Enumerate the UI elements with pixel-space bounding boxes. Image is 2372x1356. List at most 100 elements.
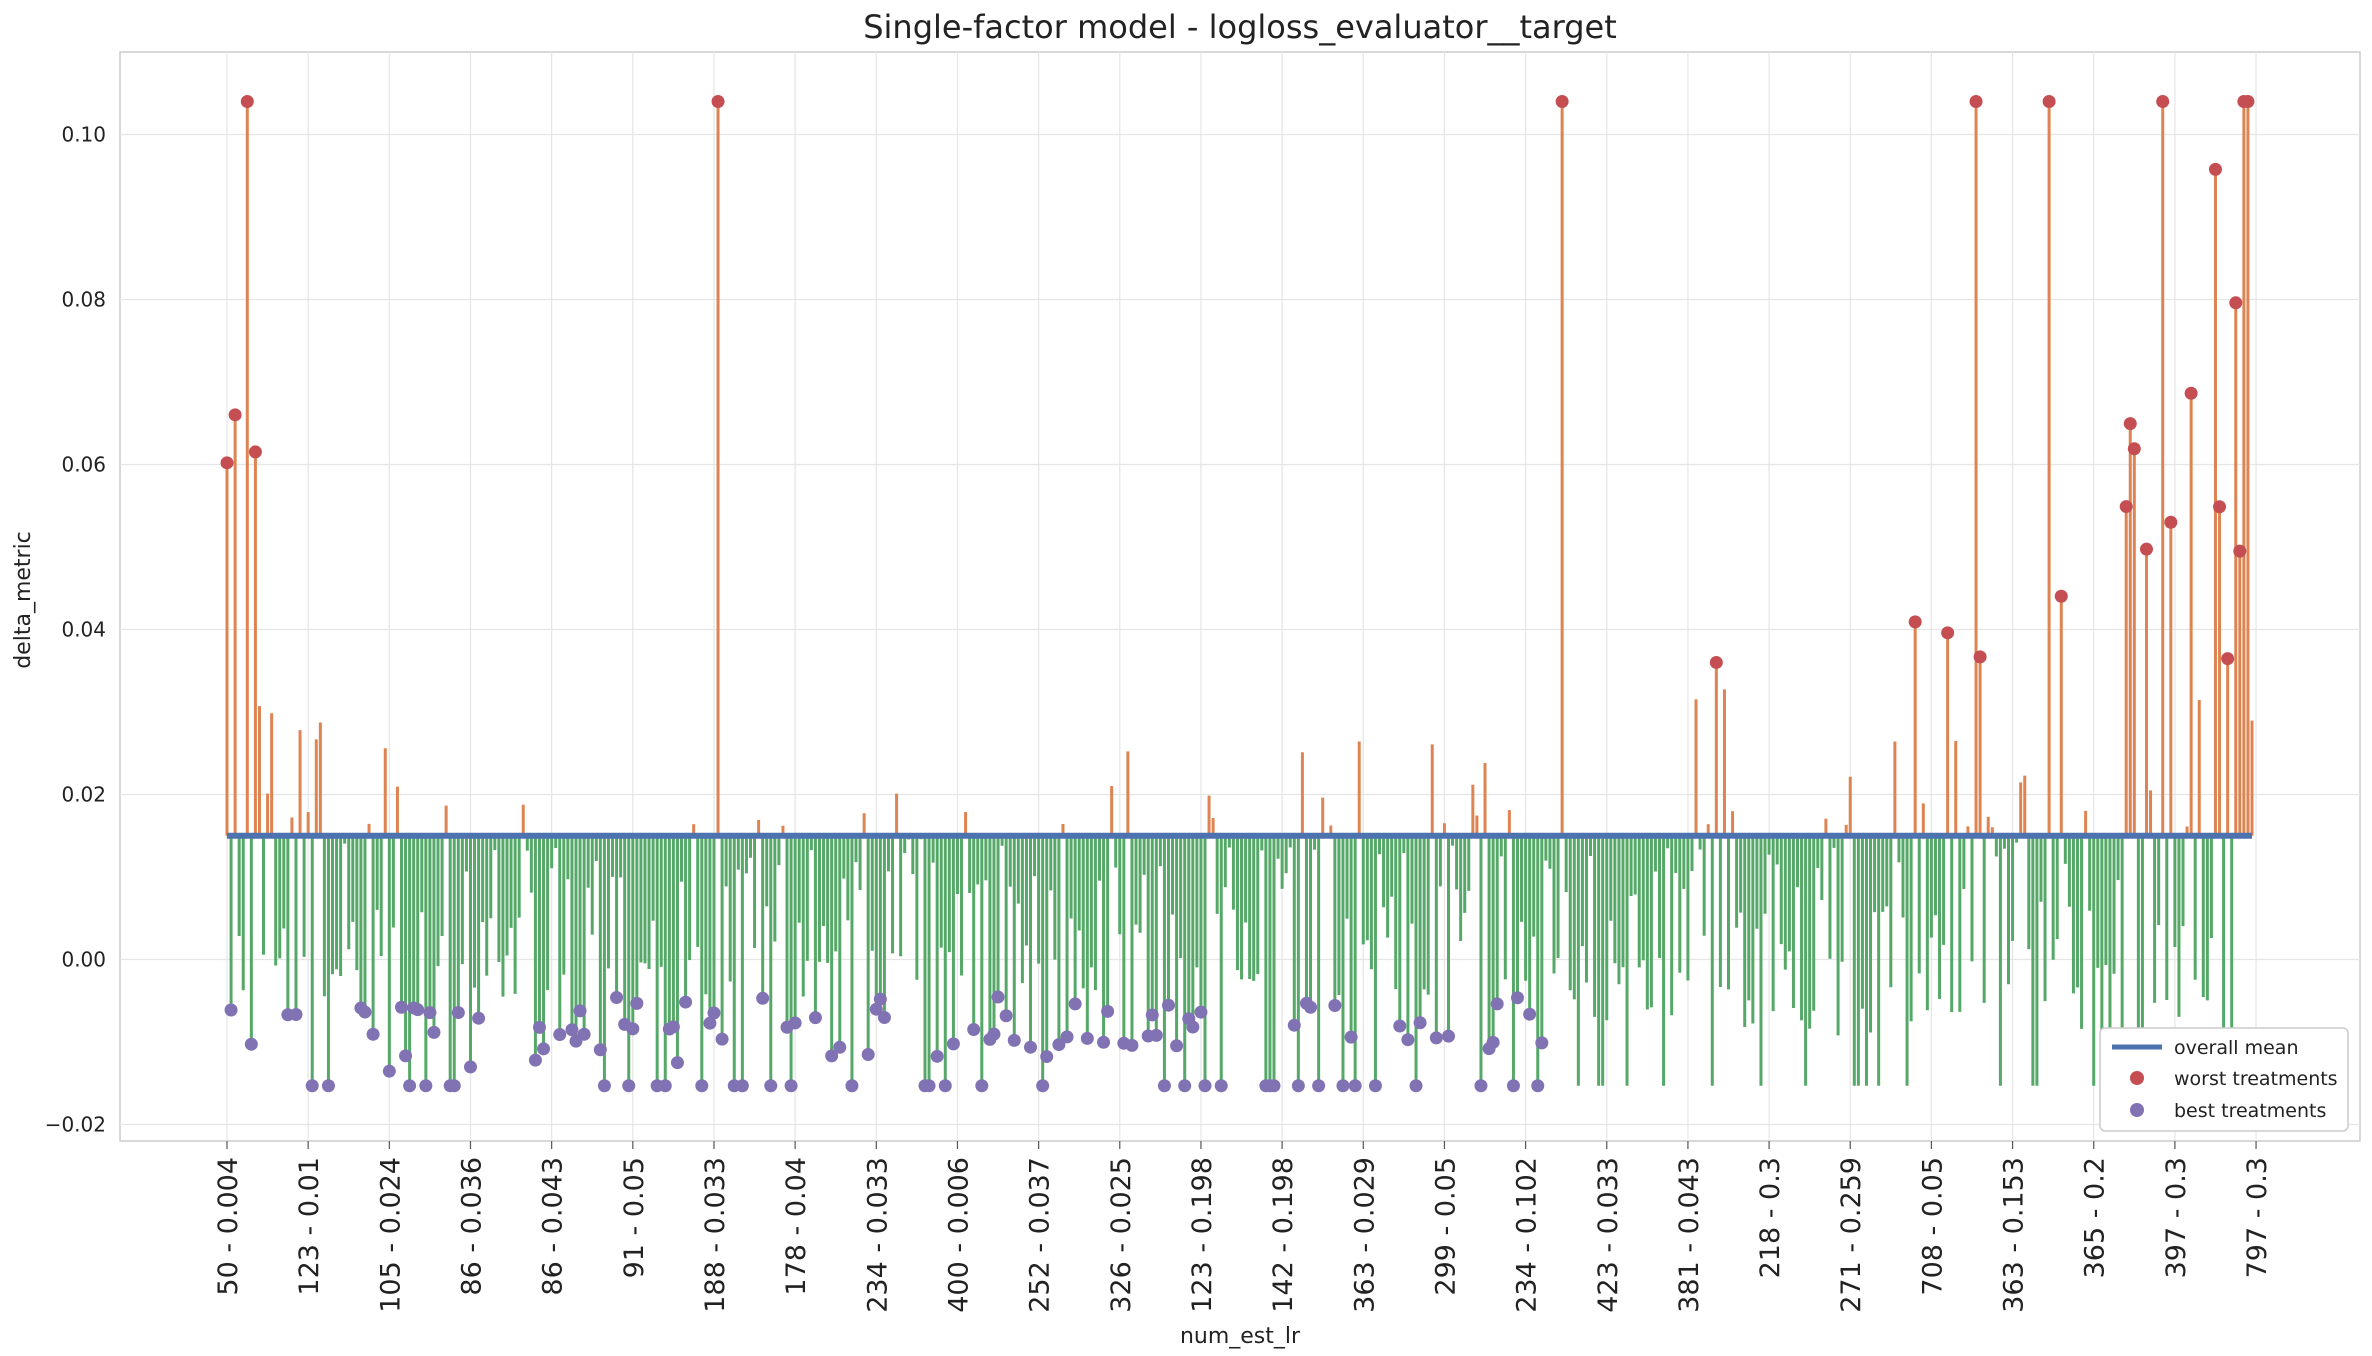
best-treatment-point (999, 1009, 1013, 1023)
worst-treatment-point (2127, 442, 2141, 456)
worst-treatment-point (2119, 500, 2133, 514)
best-treatment-point (321, 1079, 335, 1093)
best-treatment-point (1170, 1039, 1184, 1053)
best-treatment-point (447, 1079, 461, 1093)
best-treatment-point (305, 1079, 319, 1093)
best-treatment-point (1291, 1079, 1305, 1093)
best-treatment-point (1474, 1079, 1488, 1093)
best-treatment-point (877, 1010, 891, 1024)
worst-treatment-point (2184, 386, 2198, 400)
best-treatment-point (1161, 998, 1175, 1012)
best-treatment-point (399, 1049, 413, 1063)
best-treatment-point (975, 1079, 989, 1093)
best-treatment-point (784, 1079, 798, 1093)
best-treatment-point (930, 1049, 944, 1063)
worst-treatment-point (2139, 542, 2153, 556)
best-treatment-point (703, 1016, 717, 1030)
best-treatment-point (1523, 1007, 1537, 1021)
y-tick-label: 0.00 (61, 948, 106, 972)
x-tick-label: 50 - 0.004 (213, 1157, 244, 1296)
best-treatment-point (1401, 1033, 1415, 1047)
y-tick-label: 0.08 (61, 288, 106, 312)
x-tick-label: 234 - 0.102 (1512, 1157, 1543, 1313)
worst-treatment-point (2164, 515, 2178, 529)
best-treatment-point (967, 1022, 981, 1036)
best-treatment-point (1441, 1029, 1455, 1043)
x-tick-label: 123 - 0.01 (294, 1157, 325, 1296)
best-treatment-point (1007, 1033, 1021, 1047)
best-treatment-point (873, 992, 887, 1006)
y-tick-label: 0.02 (61, 783, 106, 807)
best-treatment-point (1510, 991, 1524, 1005)
best-treatment-point (845, 1079, 859, 1093)
best-treatment-point (358, 1005, 372, 1019)
best-treatment-point (577, 1027, 591, 1041)
best-treatment-point (528, 1053, 542, 1067)
best-treatment-point (1178, 1079, 1192, 1093)
best-treatment-point (1348, 1079, 1362, 1093)
best-treatment-point (1125, 1038, 1139, 1052)
best-treatment-point (419, 1079, 433, 1093)
best-treatment-point (626, 1022, 640, 1036)
worst-treatment-point (220, 456, 234, 470)
best-treatment-point (1344, 1030, 1358, 1044)
best-treatment-point (224, 1003, 238, 1017)
best-treatment-point (537, 1042, 551, 1056)
best-treatment-point (1486, 1035, 1500, 1049)
worst-treatment-point (2241, 95, 2255, 108)
legend-mean-label: overall mean (2174, 1037, 2299, 1059)
worst-treatment-point (1709, 655, 1723, 669)
best-treatment-point (1304, 1000, 1318, 1014)
best-treatment-point (630, 996, 644, 1010)
best-treatment-point (938, 1079, 952, 1093)
best-treatment-point (244, 1037, 258, 1051)
best-treatment-point (1506, 1079, 1520, 1093)
best-treatment-point (1328, 999, 1342, 1013)
best-treatment-point (788, 1016, 802, 1030)
worst-treatment-point (2042, 95, 2056, 108)
best-treatment-point (1368, 1079, 1382, 1093)
best-treatment-point (715, 1032, 729, 1046)
best-treatment-point (382, 1064, 396, 1078)
best-treatment-point (403, 1079, 417, 1093)
best-treatment-point (1413, 1016, 1427, 1030)
best-stems (229, 835, 2234, 1086)
best-treatment-point (597, 1079, 611, 1093)
best-treatment-point (1490, 997, 1504, 1011)
best-treatment-point (1267, 1079, 1281, 1093)
x-tick-label: 142 - 0.198 (1268, 1157, 1299, 1313)
x-tick-label: 381 - 0.043 (1674, 1157, 1705, 1313)
best-treatment-point (1036, 1079, 1050, 1093)
best-treatment-point (289, 1007, 303, 1021)
worst-treatment-point (248, 445, 262, 459)
y-tick-label: 0.04 (61, 618, 106, 642)
worst-treatment-point (1941, 626, 1955, 640)
best-treatment-point (1060, 1030, 1074, 1044)
x-tick-label: 91 - 0.05 (619, 1157, 650, 1278)
best-treatment-point (861, 1048, 875, 1062)
best-treatment-point (1149, 1028, 1163, 1042)
best-treatment-point (679, 995, 693, 1009)
best-treatment-point (658, 1079, 672, 1093)
best-treatment-point (764, 1079, 778, 1093)
best-treatment-point (808, 1011, 822, 1025)
best-treatment-point (1531, 1079, 1545, 1093)
best-treatment-point (1409, 1079, 1423, 1093)
x-tick-label: 299 - 0.05 (1430, 1157, 1461, 1296)
x-tick-label: 423 - 0.033 (1593, 1157, 1624, 1313)
best-treatment-point (553, 1028, 567, 1042)
legend-worst-label: worst treatments (2174, 1068, 2338, 1090)
x-tick-label: 105 - 0.024 (375, 1157, 406, 1313)
x-tick-label: 400 - 0.006 (943, 1157, 974, 1313)
best-treatment-point (987, 1027, 1001, 1041)
best-treatment-point (707, 1006, 721, 1020)
best-treatment-point (946, 1037, 960, 1051)
x-tick-label: 365 - 0.2 (2080, 1157, 2111, 1278)
best-treatment-point (1101, 1004, 1115, 1018)
points (220, 95, 2255, 1093)
best-treatment-point (1052, 1038, 1066, 1052)
best-treatment-point (1145, 1008, 1159, 1022)
y-tick-label: 0.10 (61, 123, 106, 147)
x-tick-label: 86 - 0.036 (456, 1157, 487, 1296)
